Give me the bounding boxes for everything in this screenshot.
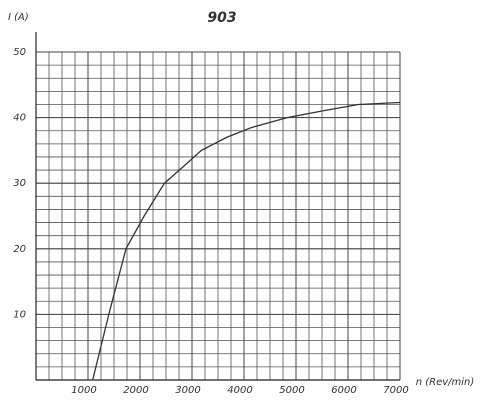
y-tick-label: 10 bbox=[13, 309, 26, 320]
x-tick-label: 2000 bbox=[123, 385, 148, 396]
x-tick-label: 6000 bbox=[331, 385, 356, 396]
y-tick-label: 20 bbox=[13, 244, 26, 255]
x-tick-label: 7000 bbox=[383, 385, 408, 396]
x-tick-label: 5000 bbox=[279, 385, 304, 396]
y-tick-label: 50 bbox=[13, 47, 26, 58]
x-axis-label: n (Rev/min) bbox=[416, 377, 475, 388]
y-tick-label: 30 bbox=[13, 178, 26, 189]
chart-title: 903 bbox=[207, 10, 236, 26]
data-line bbox=[92, 101, 401, 381]
y-tick-label: 40 bbox=[13, 113, 26, 124]
x-tick-label: 1000 bbox=[71, 385, 96, 396]
x-tick-label: 4000 bbox=[227, 385, 252, 396]
y-axis-label: I (A) bbox=[8, 12, 29, 23]
x-tick-label: 3000 bbox=[175, 385, 200, 396]
